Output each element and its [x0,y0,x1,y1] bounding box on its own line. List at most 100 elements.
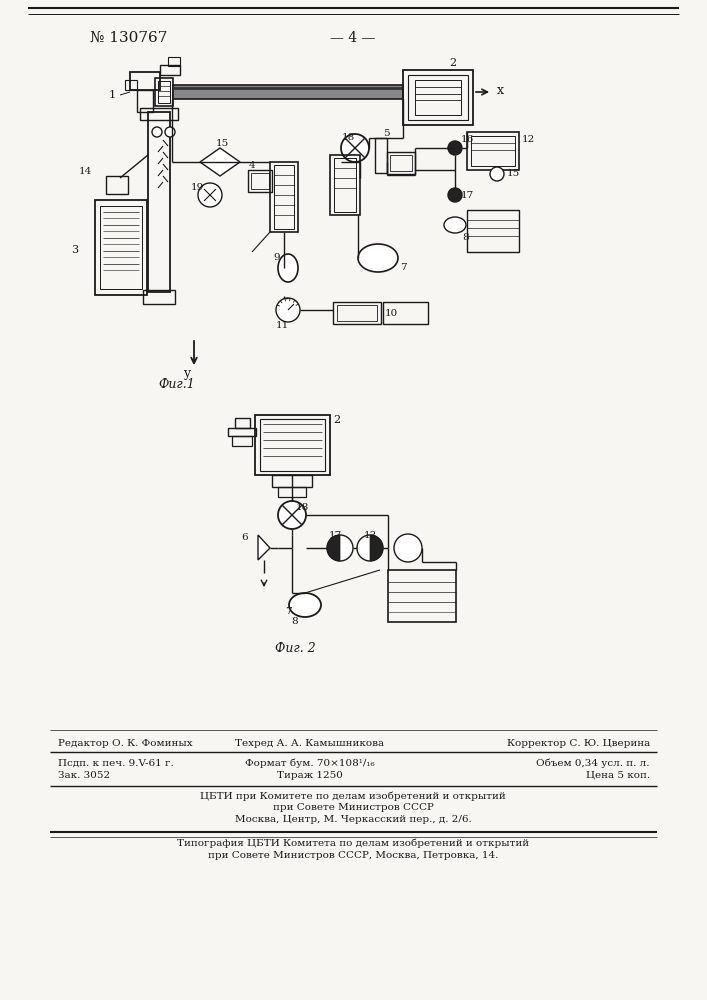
Bar [330,155,360,215]
Text: 15: 15 [507,169,520,178]
Bar [471,136,515,166]
Text: 17: 17 [461,190,474,200]
Circle shape [165,127,175,137]
Polygon shape [258,535,270,560]
Bar [251,173,269,189]
Text: Зак. 3052: Зак. 3052 [58,770,110,780]
Circle shape [448,188,462,202]
Text: Тираж 1250: Тираж 1250 [277,770,343,780]
Bar [173,85,403,99]
Text: 11: 11 [275,320,288,330]
Bar [467,210,519,252]
Bar [143,290,175,304]
Bar [383,302,428,324]
Circle shape [448,141,462,155]
Circle shape [276,298,300,322]
Bar [106,176,128,194]
Bar [158,81,170,103]
Text: 8: 8 [462,233,469,242]
Text: y: y [183,367,190,380]
Bar [137,90,153,112]
Circle shape [490,167,504,181]
Text: x: x [497,84,504,97]
Text: 17: 17 [328,532,341,540]
Bar [130,72,160,90]
Text: при Совете Министров СССР, Москва, Петровка, 14.: при Совете Министров СССР, Москва, Петро… [208,850,498,859]
Text: Редактор О. К. Фоминых: Редактор О. К. Фоминых [58,738,192,748]
Bar [260,419,325,471]
Text: 16: 16 [461,135,474,144]
Text: 2: 2 [450,58,457,68]
Text: Псдп. к печ. 9.V-61 г.: Псдп. к печ. 9.V-61 г. [58,758,174,768]
Text: 4: 4 [249,160,255,169]
Text: 12: 12 [522,135,535,144]
Text: № 130767: № 130767 [90,31,168,45]
Circle shape [394,534,422,562]
Bar [467,132,519,170]
Bar [337,305,377,321]
Text: 3: 3 [71,245,78,255]
Bar [235,418,250,428]
Text: 1: 1 [108,90,115,100]
Bar [415,80,461,115]
Bar [125,80,137,90]
Text: при Совете Министров СССР: при Совете Министров СССР [273,804,433,812]
Bar [278,487,306,497]
Text: Техред А. А. Камышникова: Техред А. А. Камышникова [235,738,385,748]
Bar [140,108,178,120]
Circle shape [198,183,222,207]
Bar [168,57,180,66]
Bar [408,75,468,120]
Bar [272,475,312,487]
Bar [388,570,456,622]
Bar [270,162,298,232]
Bar [255,415,330,475]
Text: Объем 0,34 усл. п. л.: Объем 0,34 усл. п. л. [537,758,650,768]
Text: 7: 7 [286,607,292,616]
Bar [232,436,252,446]
Bar [403,70,473,125]
Text: Формат бум. 70×108¹/₁₆: Формат бум. 70×108¹/₁₆ [245,758,375,768]
Text: — 4 —: — 4 — [330,31,375,45]
Bar [100,206,142,289]
Bar [334,158,356,212]
Text: 9: 9 [274,253,280,262]
Bar [387,152,415,174]
Bar [155,78,173,106]
Bar [333,302,381,324]
Ellipse shape [289,593,321,617]
Text: 6: 6 [241,534,248,542]
Ellipse shape [358,244,398,272]
Text: Цена 5 коп.: Цена 5 коп. [586,770,650,780]
Text: 5: 5 [382,128,390,137]
Text: Москва, Центр, М. Черкасский пер., д. 2/6.: Москва, Центр, М. Черкасский пер., д. 2/… [235,816,472,824]
Text: 8: 8 [291,616,298,626]
Bar [160,65,180,75]
Bar [248,170,272,192]
Text: 19: 19 [190,184,204,192]
Text: 10: 10 [385,308,398,318]
Bar [95,200,147,295]
Polygon shape [327,535,340,561]
Text: 7: 7 [400,263,407,272]
Bar [375,138,387,173]
Bar [390,155,412,171]
Circle shape [152,127,162,137]
Ellipse shape [278,254,298,282]
Bar [148,112,170,292]
Circle shape [278,501,306,529]
Text: Корректор С. Ю. Цверина: Корректор С. Ю. Цверина [507,738,650,748]
Polygon shape [370,535,383,561]
Circle shape [357,535,383,561]
Text: ЦБТИ при Комитете по делам изобретений и открытий: ЦБТИ при Комитете по делам изобретений и… [200,791,506,801]
Text: Типография ЦБТИ Комитета по делам изобретений и открытий: Типография ЦБТИ Комитета по делам изобре… [177,838,529,848]
Text: 18: 18 [296,504,309,512]
Text: 15: 15 [216,138,228,147]
Bar [228,428,256,436]
Circle shape [341,134,369,162]
Text: 13: 13 [363,532,377,540]
Text: Фиг. 2: Фиг. 2 [274,642,315,654]
Text: 2: 2 [333,415,340,425]
Text: 18: 18 [341,133,355,142]
Text: Фиг.1: Фиг.1 [158,378,194,391]
